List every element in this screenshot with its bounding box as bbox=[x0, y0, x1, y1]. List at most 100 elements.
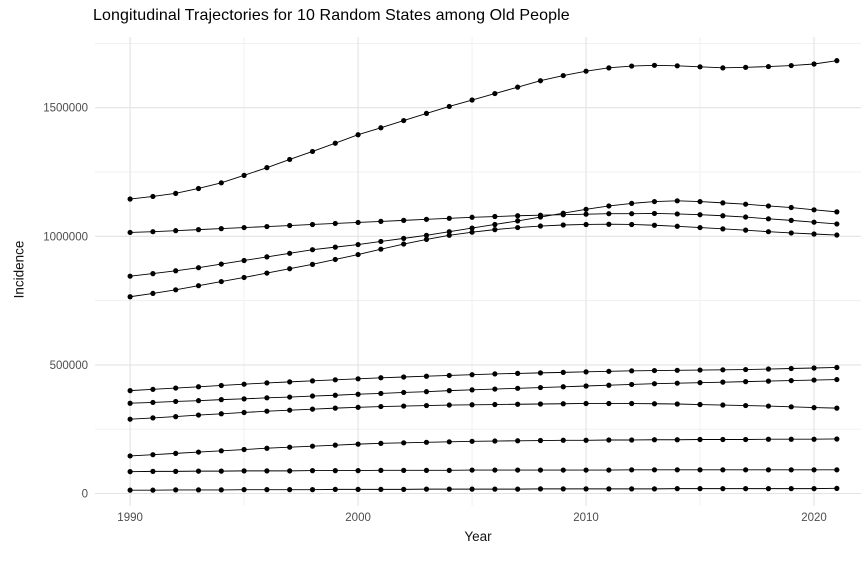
x-tick-label: 1990 bbox=[117, 512, 143, 524]
data-point-state-7 bbox=[651, 401, 658, 407]
data-point-state-3 bbox=[401, 235, 407, 241]
data-point-state-9 bbox=[332, 468, 338, 474]
data-point-state-4 bbox=[309, 261, 316, 267]
data-point-state-10 bbox=[697, 486, 703, 492]
data-point-state-5 bbox=[651, 367, 658, 374]
data-point-state-7 bbox=[378, 403, 384, 410]
data-point-state-10 bbox=[195, 487, 202, 493]
data-point-state-9 bbox=[401, 467, 407, 473]
data-point-state-9 bbox=[446, 467, 452, 473]
data-point-state-9 bbox=[241, 468, 247, 474]
data-point-state-2 bbox=[765, 216, 772, 222]
data-point-state-1 bbox=[674, 63, 680, 69]
series-line-state-1 bbox=[130, 60, 837, 200]
data-point-state-4 bbox=[765, 229, 772, 235]
data-point-state-3 bbox=[195, 265, 202, 271]
data-point-state-2 bbox=[720, 213, 726, 219]
data-point-state-4 bbox=[811, 231, 817, 237]
data-point-state-7 bbox=[674, 401, 680, 407]
data-point-state-6 bbox=[469, 387, 475, 393]
data-point-state-8 bbox=[423, 439, 430, 445]
data-point-state-4 bbox=[378, 246, 384, 252]
data-point-state-2 bbox=[218, 226, 224, 232]
data-point-state-3 bbox=[264, 254, 270, 260]
data-point-state-9 bbox=[834, 467, 840, 473]
data-point-state-8 bbox=[515, 438, 521, 444]
data-point-state-3 bbox=[218, 261, 224, 267]
data-point-state-5 bbox=[765, 366, 772, 372]
data-point-state-1 bbox=[788, 62, 794, 69]
data-point-state-3 bbox=[743, 201, 749, 207]
data-point-state-9 bbox=[697, 467, 703, 473]
data-point-state-9 bbox=[492, 467, 498, 473]
data-point-state-2 bbox=[788, 217, 794, 223]
data-point-state-8 bbox=[287, 444, 293, 450]
data-point-state-1 bbox=[309, 148, 316, 155]
data-point-state-3 bbox=[127, 273, 133, 279]
data-point-state-10 bbox=[834, 485, 840, 491]
data-point-state-7 bbox=[720, 402, 726, 408]
data-point-state-8 bbox=[378, 440, 384, 446]
data-point-state-6 bbox=[401, 389, 407, 396]
data-point-state-1 bbox=[150, 193, 156, 200]
data-point-state-3 bbox=[811, 207, 817, 213]
data-point-state-5 bbox=[241, 381, 247, 387]
data-point-state-8 bbox=[127, 453, 133, 459]
data-point-state-8 bbox=[218, 448, 224, 454]
data-point-state-1 bbox=[515, 84, 521, 90]
data-point-state-1 bbox=[743, 64, 749, 70]
data-point-state-3 bbox=[173, 268, 179, 274]
data-point-state-8 bbox=[150, 452, 156, 458]
data-point-state-3 bbox=[241, 257, 247, 264]
data-point-state-7 bbox=[218, 411, 224, 417]
data-point-state-3 bbox=[674, 198, 680, 204]
data-point-state-6 bbox=[195, 398, 202, 404]
data-point-state-5 bbox=[606, 368, 612, 374]
series-line-state-9 bbox=[130, 469, 837, 473]
data-point-state-6 bbox=[629, 381, 635, 388]
data-point-state-8 bbox=[537, 437, 544, 444]
data-point-state-7 bbox=[309, 406, 316, 412]
data-point-state-3 bbox=[287, 250, 293, 256]
data-point-state-6 bbox=[834, 376, 840, 383]
data-point-state-5 bbox=[309, 378, 316, 384]
data-point-state-2 bbox=[492, 213, 498, 220]
data-point-state-4 bbox=[423, 236, 430, 243]
data-point-state-8 bbox=[332, 442, 338, 448]
data-point-state-7 bbox=[537, 401, 544, 407]
data-point-state-9 bbox=[515, 467, 521, 473]
data-point-state-9 bbox=[743, 467, 749, 473]
data-point-state-9 bbox=[423, 467, 430, 473]
data-point-state-9 bbox=[150, 468, 156, 474]
data-point-state-1 bbox=[355, 132, 361, 138]
data-point-state-1 bbox=[537, 78, 544, 84]
data-point-state-2 bbox=[834, 221, 840, 227]
data-point-state-9 bbox=[264, 468, 270, 474]
data-point-state-8 bbox=[492, 438, 498, 444]
data-point-state-1 bbox=[697, 64, 703, 70]
data-point-state-9 bbox=[629, 467, 635, 473]
data-point-state-7 bbox=[492, 401, 498, 408]
data-point-state-6 bbox=[218, 397, 224, 403]
y-tick-label: 0 bbox=[82, 489, 88, 501]
data-point-state-10 bbox=[173, 487, 179, 493]
series-line-state-4 bbox=[130, 223, 837, 298]
data-point-state-2 bbox=[401, 217, 407, 223]
data-point-state-8 bbox=[309, 443, 316, 449]
data-point-state-4 bbox=[195, 283, 202, 289]
data-point-state-10 bbox=[423, 486, 430, 492]
data-point-state-7 bbox=[195, 412, 202, 418]
data-point-state-10 bbox=[811, 486, 817, 492]
data-point-state-5 bbox=[287, 379, 293, 385]
data-point-state-2 bbox=[606, 211, 612, 217]
data-point-state-4 bbox=[127, 294, 133, 300]
data-point-state-2 bbox=[674, 211, 680, 217]
data-point-state-3 bbox=[423, 232, 430, 238]
data-point-state-6 bbox=[127, 400, 133, 406]
data-point-state-4 bbox=[674, 223, 680, 229]
data-point-state-6 bbox=[765, 378, 772, 384]
data-point-state-9 bbox=[173, 468, 179, 474]
data-point-state-3 bbox=[765, 203, 772, 209]
data-point-state-8 bbox=[173, 450, 179, 456]
